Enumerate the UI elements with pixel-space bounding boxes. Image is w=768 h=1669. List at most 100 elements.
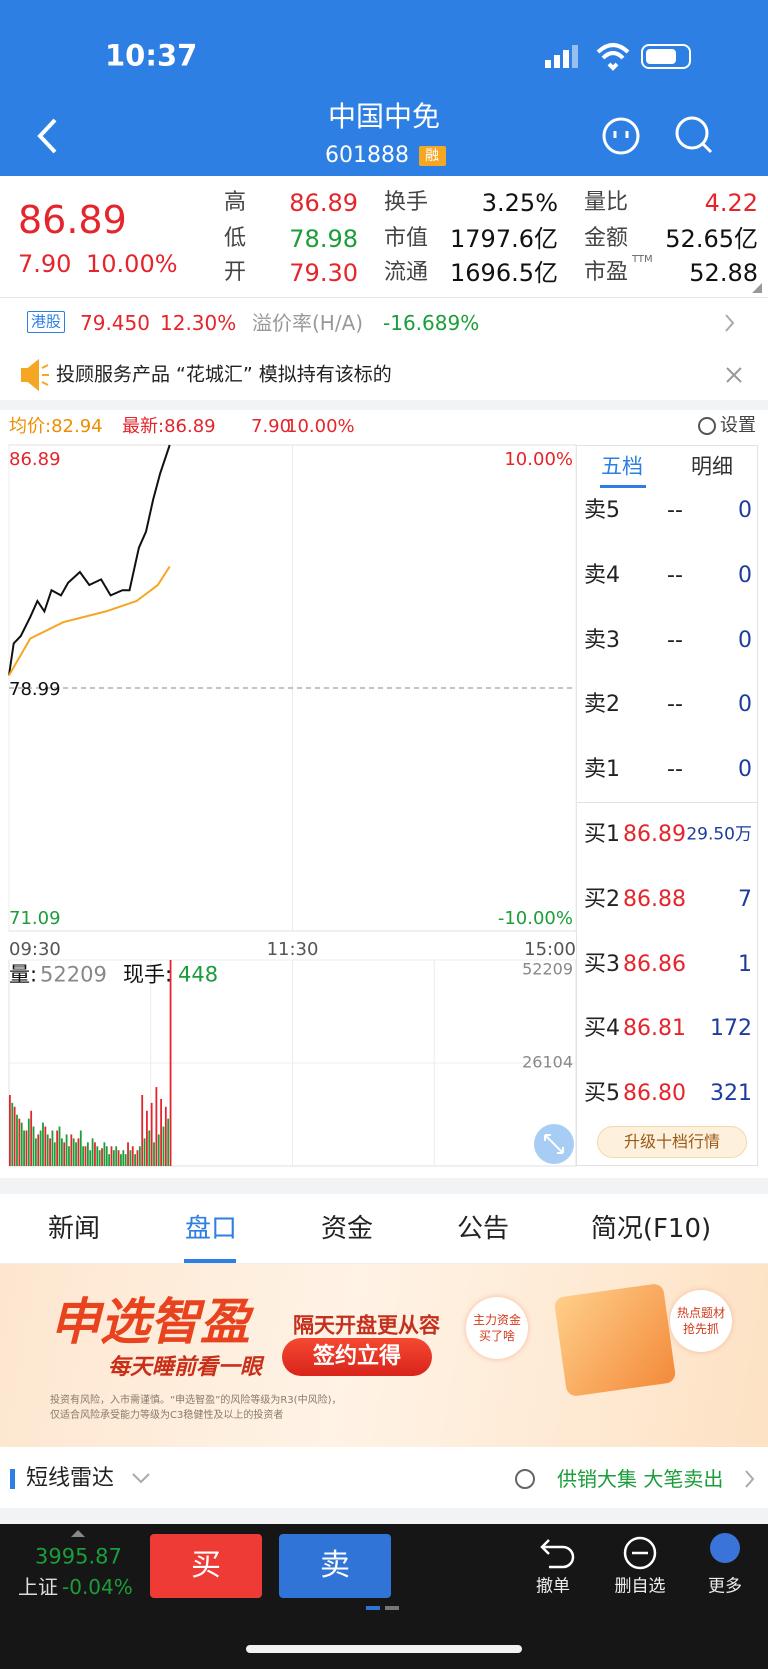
stat-label: 市值 xyxy=(384,226,429,251)
volume-bar xyxy=(101,1148,103,1166)
sell-label[interactable]: 卖 xyxy=(320,1548,350,1583)
action-label[interactable]: 更多 xyxy=(708,1576,742,1597)
section-gap xyxy=(0,1508,768,1524)
bid-volume: 1 xyxy=(738,952,752,977)
volume-bar xyxy=(112,1150,115,1166)
stat-label: 换手 xyxy=(384,190,429,215)
volume-bar xyxy=(153,1142,155,1166)
badge-bg xyxy=(419,146,446,166)
volume-bar xyxy=(148,1130,151,1166)
ttm-mark: TTM xyxy=(632,254,653,265)
y2-tick-label: -10.00% xyxy=(498,908,573,929)
buy-button[interactable] xyxy=(150,1534,262,1598)
radar-signal[interactable]: 供销大集 大笔卖出 xyxy=(557,1467,724,1491)
bubble-text: 主力资金 xyxy=(472,1313,522,1327)
y-tick-label: 78.99 xyxy=(9,679,61,700)
bid-volume: 7 xyxy=(738,887,752,912)
volume-bar xyxy=(124,1154,127,1166)
ask-volume: 0 xyxy=(738,498,752,523)
volume-bar xyxy=(110,1146,113,1166)
index-name[interactable]: 上证 xyxy=(18,1575,58,1599)
orderbook-tab[interactable]: 明细 xyxy=(691,454,733,479)
volume-bar xyxy=(169,960,172,1166)
avg-price: 均价:82.94 xyxy=(9,416,103,437)
y-tick-label: 26104 xyxy=(522,1053,573,1072)
volume-bar xyxy=(115,1146,118,1166)
orderbook-tab[interactable]: 五档 xyxy=(601,454,643,479)
volume-bar xyxy=(16,1114,18,1166)
volume-bar xyxy=(131,1146,134,1166)
volume-bar xyxy=(94,1142,96,1166)
volume-bar xyxy=(60,1138,63,1166)
status-time: 10:37 xyxy=(105,38,198,73)
buy-label[interactable]: 买 xyxy=(191,1548,221,1583)
price-change: 7.90 xyxy=(18,250,72,278)
volume-bar xyxy=(155,1087,158,1166)
stat-label: 金额 xyxy=(584,226,629,251)
bid-price: 86.89 xyxy=(623,822,686,847)
volume-bar xyxy=(157,1134,160,1166)
content-tab[interactable]: 新闻 xyxy=(47,1214,101,1244)
volume-bar xyxy=(18,1118,21,1166)
radar-title[interactable]: 短线雷达 xyxy=(26,1466,115,1491)
home-indicator xyxy=(246,1645,522,1653)
upgrade-pill[interactable] xyxy=(597,1126,747,1158)
sell-button[interactable] xyxy=(279,1534,391,1598)
stat-label: 开 xyxy=(224,260,247,285)
action-label[interactable]: 删自选 xyxy=(614,1576,666,1597)
action-label[interactable]: 撤单 xyxy=(536,1576,570,1597)
bid-label: 买1 xyxy=(584,822,620,847)
x-tick-label: 11:30 xyxy=(267,939,319,960)
bid-volume: 321 xyxy=(710,1081,752,1106)
premium-value: -16.689% xyxy=(383,311,480,335)
volume-bar xyxy=(56,1130,59,1166)
content-tab[interactable]: 资金 xyxy=(320,1214,374,1244)
index-pct[interactable]: -0.04% xyxy=(62,1575,133,1599)
content-tab[interactable]: 公告 xyxy=(456,1214,510,1244)
stat-label: 量比 xyxy=(584,190,629,215)
latest-pct: 10.00% xyxy=(286,416,355,437)
volume-bar xyxy=(25,1130,28,1166)
last-price: 86.89 xyxy=(18,198,127,242)
upgrade-label[interactable]: 升级十档行情 xyxy=(623,1132,721,1151)
bid-label: 买2 xyxy=(584,887,620,912)
bid-price: 86.80 xyxy=(623,1081,686,1106)
volume-bar xyxy=(143,1138,146,1166)
ask-price: -- xyxy=(667,757,683,782)
bubble xyxy=(466,1297,528,1359)
notice-text[interactable]: 投顾服务产品 “花城汇” 模拟持有该标的 xyxy=(56,363,392,386)
volume-bar xyxy=(51,1130,54,1166)
price-change-pct: 10.00% xyxy=(86,250,178,278)
stat-label: 市盈 xyxy=(584,260,629,285)
premium-label: 溢价率(H/A) xyxy=(252,311,364,335)
hk-tag[interactable]: 港股 xyxy=(30,312,62,331)
settings-label[interactable]: 设置 xyxy=(720,415,756,436)
index-value[interactable]: 3995.87 xyxy=(35,1544,122,1569)
content-tab[interactable]: 简况(F10) xyxy=(590,1214,712,1244)
volume-bar xyxy=(75,1142,77,1166)
header-bar xyxy=(0,0,768,176)
stat-value: 78.98 xyxy=(289,225,358,253)
volume-bar xyxy=(108,1154,111,1166)
disclaimer: 投资有风险，入市需谨慎。“申选智盈”的风险等级为R3(中风险)， xyxy=(50,1395,342,1406)
volume-bar xyxy=(160,1098,162,1166)
volume-bar xyxy=(37,1134,40,1166)
volume-bar xyxy=(68,1146,70,1166)
volume-bar xyxy=(20,1122,23,1166)
stat-label: 低 xyxy=(224,226,247,251)
banner-button-label[interactable]: 签约立得 xyxy=(312,1344,402,1369)
volume-bar xyxy=(34,1138,37,1166)
volume-bar xyxy=(53,1142,56,1166)
volume-bar xyxy=(150,1102,153,1166)
ask-label: 卖3 xyxy=(584,628,620,653)
index-arrow[interactable] xyxy=(71,1530,85,1537)
series-line xyxy=(8,444,171,676)
banner-button[interactable] xyxy=(282,1338,432,1376)
volume-bar xyxy=(167,1118,170,1166)
bid-price: 86.86 xyxy=(623,952,686,977)
bid-volume: 172 xyxy=(710,1016,752,1041)
volume-bar xyxy=(72,1138,75,1166)
volume-bar xyxy=(98,1150,101,1166)
content-tab[interactable]: 盘口 xyxy=(184,1214,238,1244)
banner-headline: 隔天开盘更从容 xyxy=(293,1313,440,1338)
